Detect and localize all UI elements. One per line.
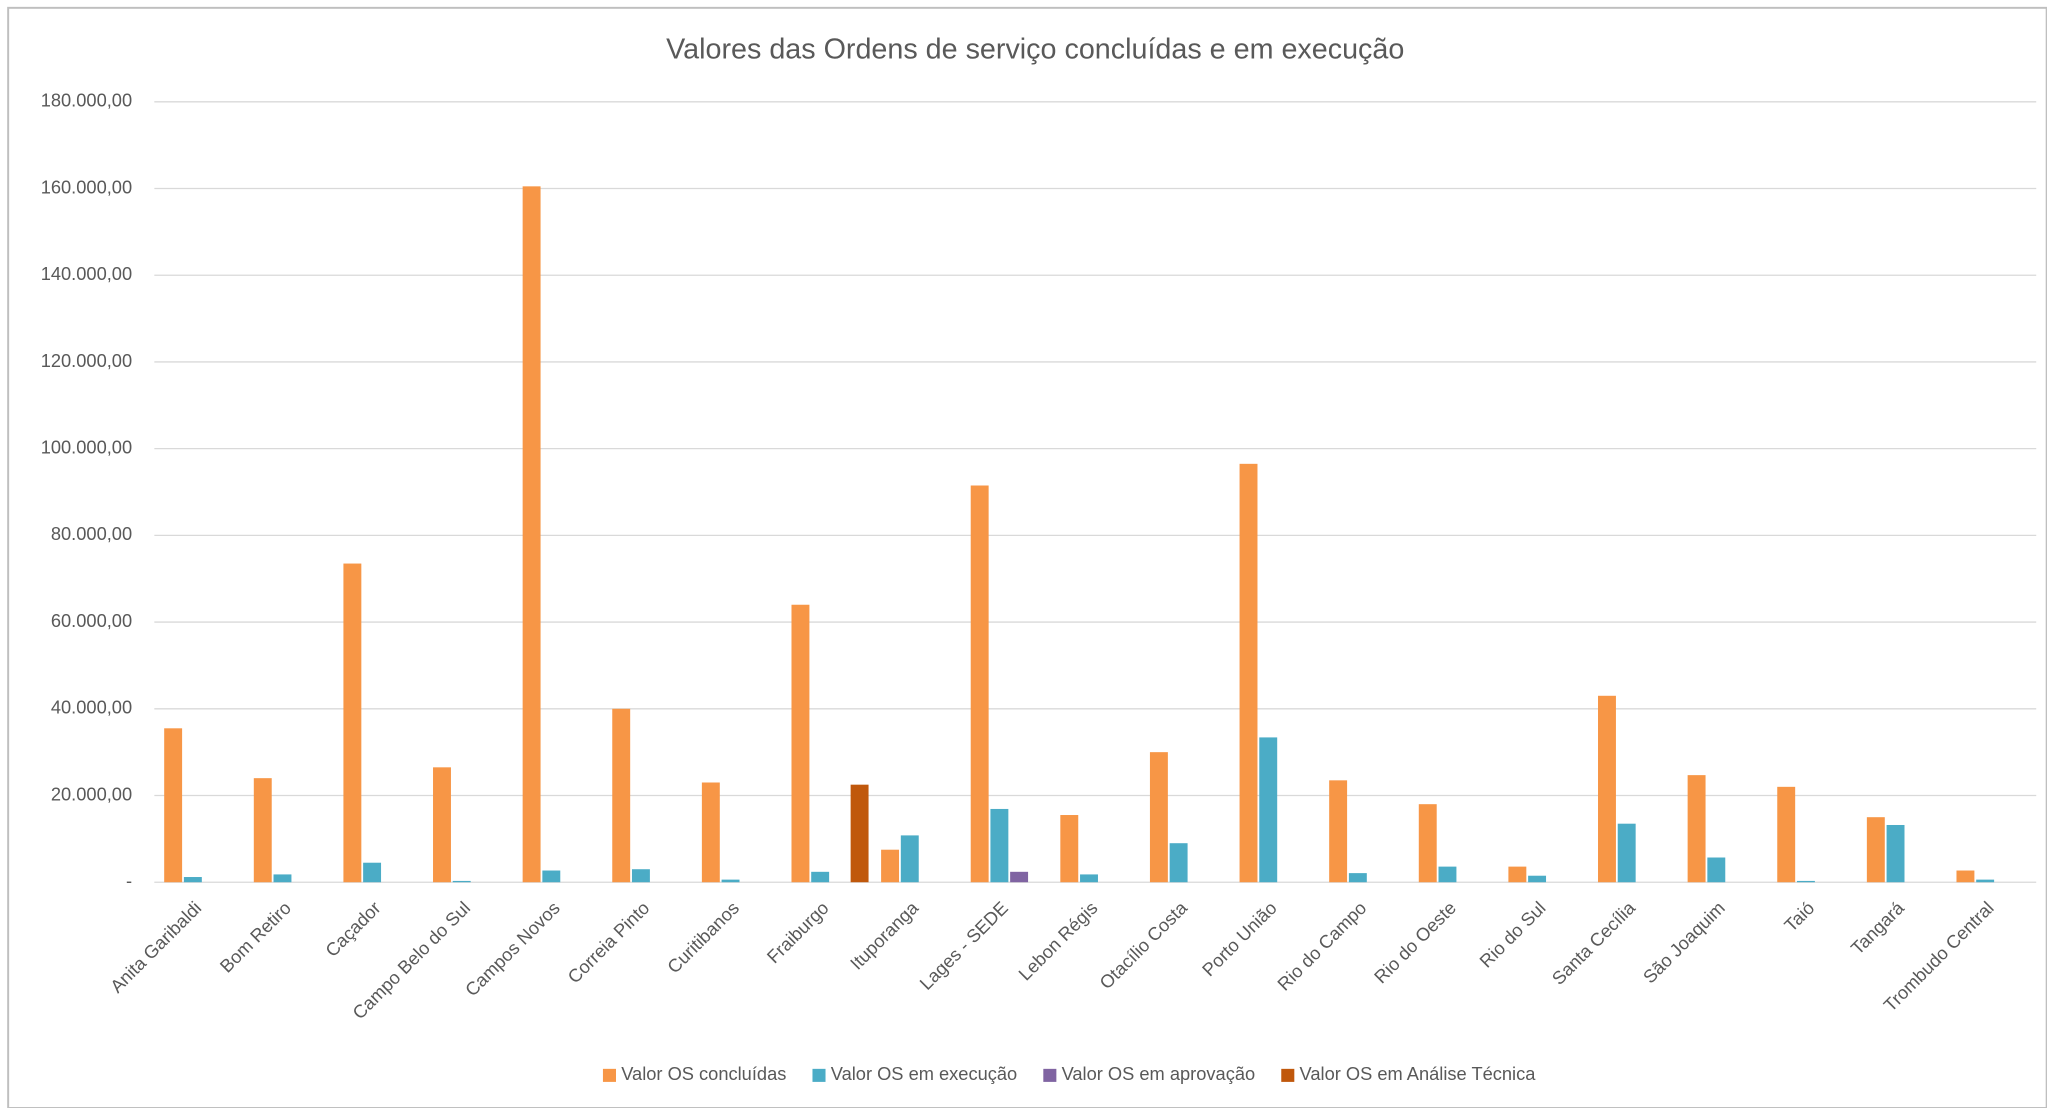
bar — [1438, 866, 1457, 883]
legend: Valor OS concluídas Valor OS em execução V… — [602, 1063, 1537, 1084]
y-tick-label: 140.000,00 — [41, 263, 132, 284]
bar — [811, 871, 830, 883]
bar — [970, 485, 989, 883]
bar — [721, 879, 740, 883]
bar — [1956, 870, 1975, 883]
bar — [1886, 824, 1905, 883]
bar — [1687, 775, 1706, 883]
legend-swatch — [1281, 1068, 1295, 1082]
bar — [1060, 815, 1079, 883]
bar — [1528, 875, 1547, 883]
bar — [1348, 873, 1367, 883]
y-tick-label: 120.000,00 — [41, 350, 132, 371]
y-tick-label: 180.000,00 — [41, 90, 132, 111]
bar — [343, 563, 362, 883]
y-tick-label: 40.000,00 — [51, 697, 132, 718]
legend-label: Valor OS em Análise Técnica — [1300, 1063, 1537, 1084]
y-tick-label: - — [126, 870, 132, 891]
bar — [1777, 786, 1796, 883]
bar — [1617, 823, 1636, 883]
bar — [542, 870, 561, 883]
bar — [1707, 857, 1726, 883]
bar — [1329, 780, 1348, 883]
y-tick-label: 80.000,00 — [51, 523, 132, 544]
bar — [791, 604, 810, 883]
bar — [273, 874, 292, 883]
chart-title: Valores das Ordens de serviço concluídas… — [666, 33, 1404, 65]
bar — [1418, 804, 1437, 883]
bar — [631, 869, 650, 883]
legend-label: Valor OS em aprovação — [1062, 1063, 1256, 1084]
legend-swatch — [812, 1068, 826, 1082]
bar — [452, 880, 471, 883]
bar — [1149, 752, 1168, 883]
bar — [1259, 737, 1278, 883]
y-tick-label: 100.000,00 — [41, 436, 132, 457]
bar — [1508, 866, 1527, 883]
bar — [612, 708, 631, 883]
bar — [183, 877, 202, 883]
bar — [1169, 843, 1188, 883]
bar — [1598, 695, 1616, 883]
bar — [1866, 817, 1885, 883]
bar — [900, 835, 919, 883]
legend-swatch — [602, 1068, 616, 1082]
bar — [1796, 880, 1815, 883]
bar — [1010, 871, 1029, 883]
bar — [850, 784, 869, 883]
bar — [1080, 874, 1098, 883]
bar — [363, 862, 382, 883]
bar — [881, 849, 900, 883]
bar — [1976, 879, 1995, 883]
y-tick-label: 160.000,00 — [41, 176, 132, 197]
bar — [990, 808, 1009, 883]
bar — [522, 186, 541, 883]
chart-frame — [7, 6, 2047, 1108]
bar — [701, 782, 720, 883]
y-tick-label: 20.000,00 — [51, 783, 132, 804]
y-tick-label: 60.000,00 — [51, 610, 132, 631]
bar — [253, 778, 272, 883]
legend-swatch — [1043, 1068, 1057, 1082]
bar — [164, 728, 183, 883]
legend-label: Valor OS em execução — [831, 1063, 1017, 1084]
bar — [1239, 463, 1258, 883]
legend-label: Valor OS concluídas — [621, 1063, 786, 1084]
bar — [433, 767, 451, 883]
